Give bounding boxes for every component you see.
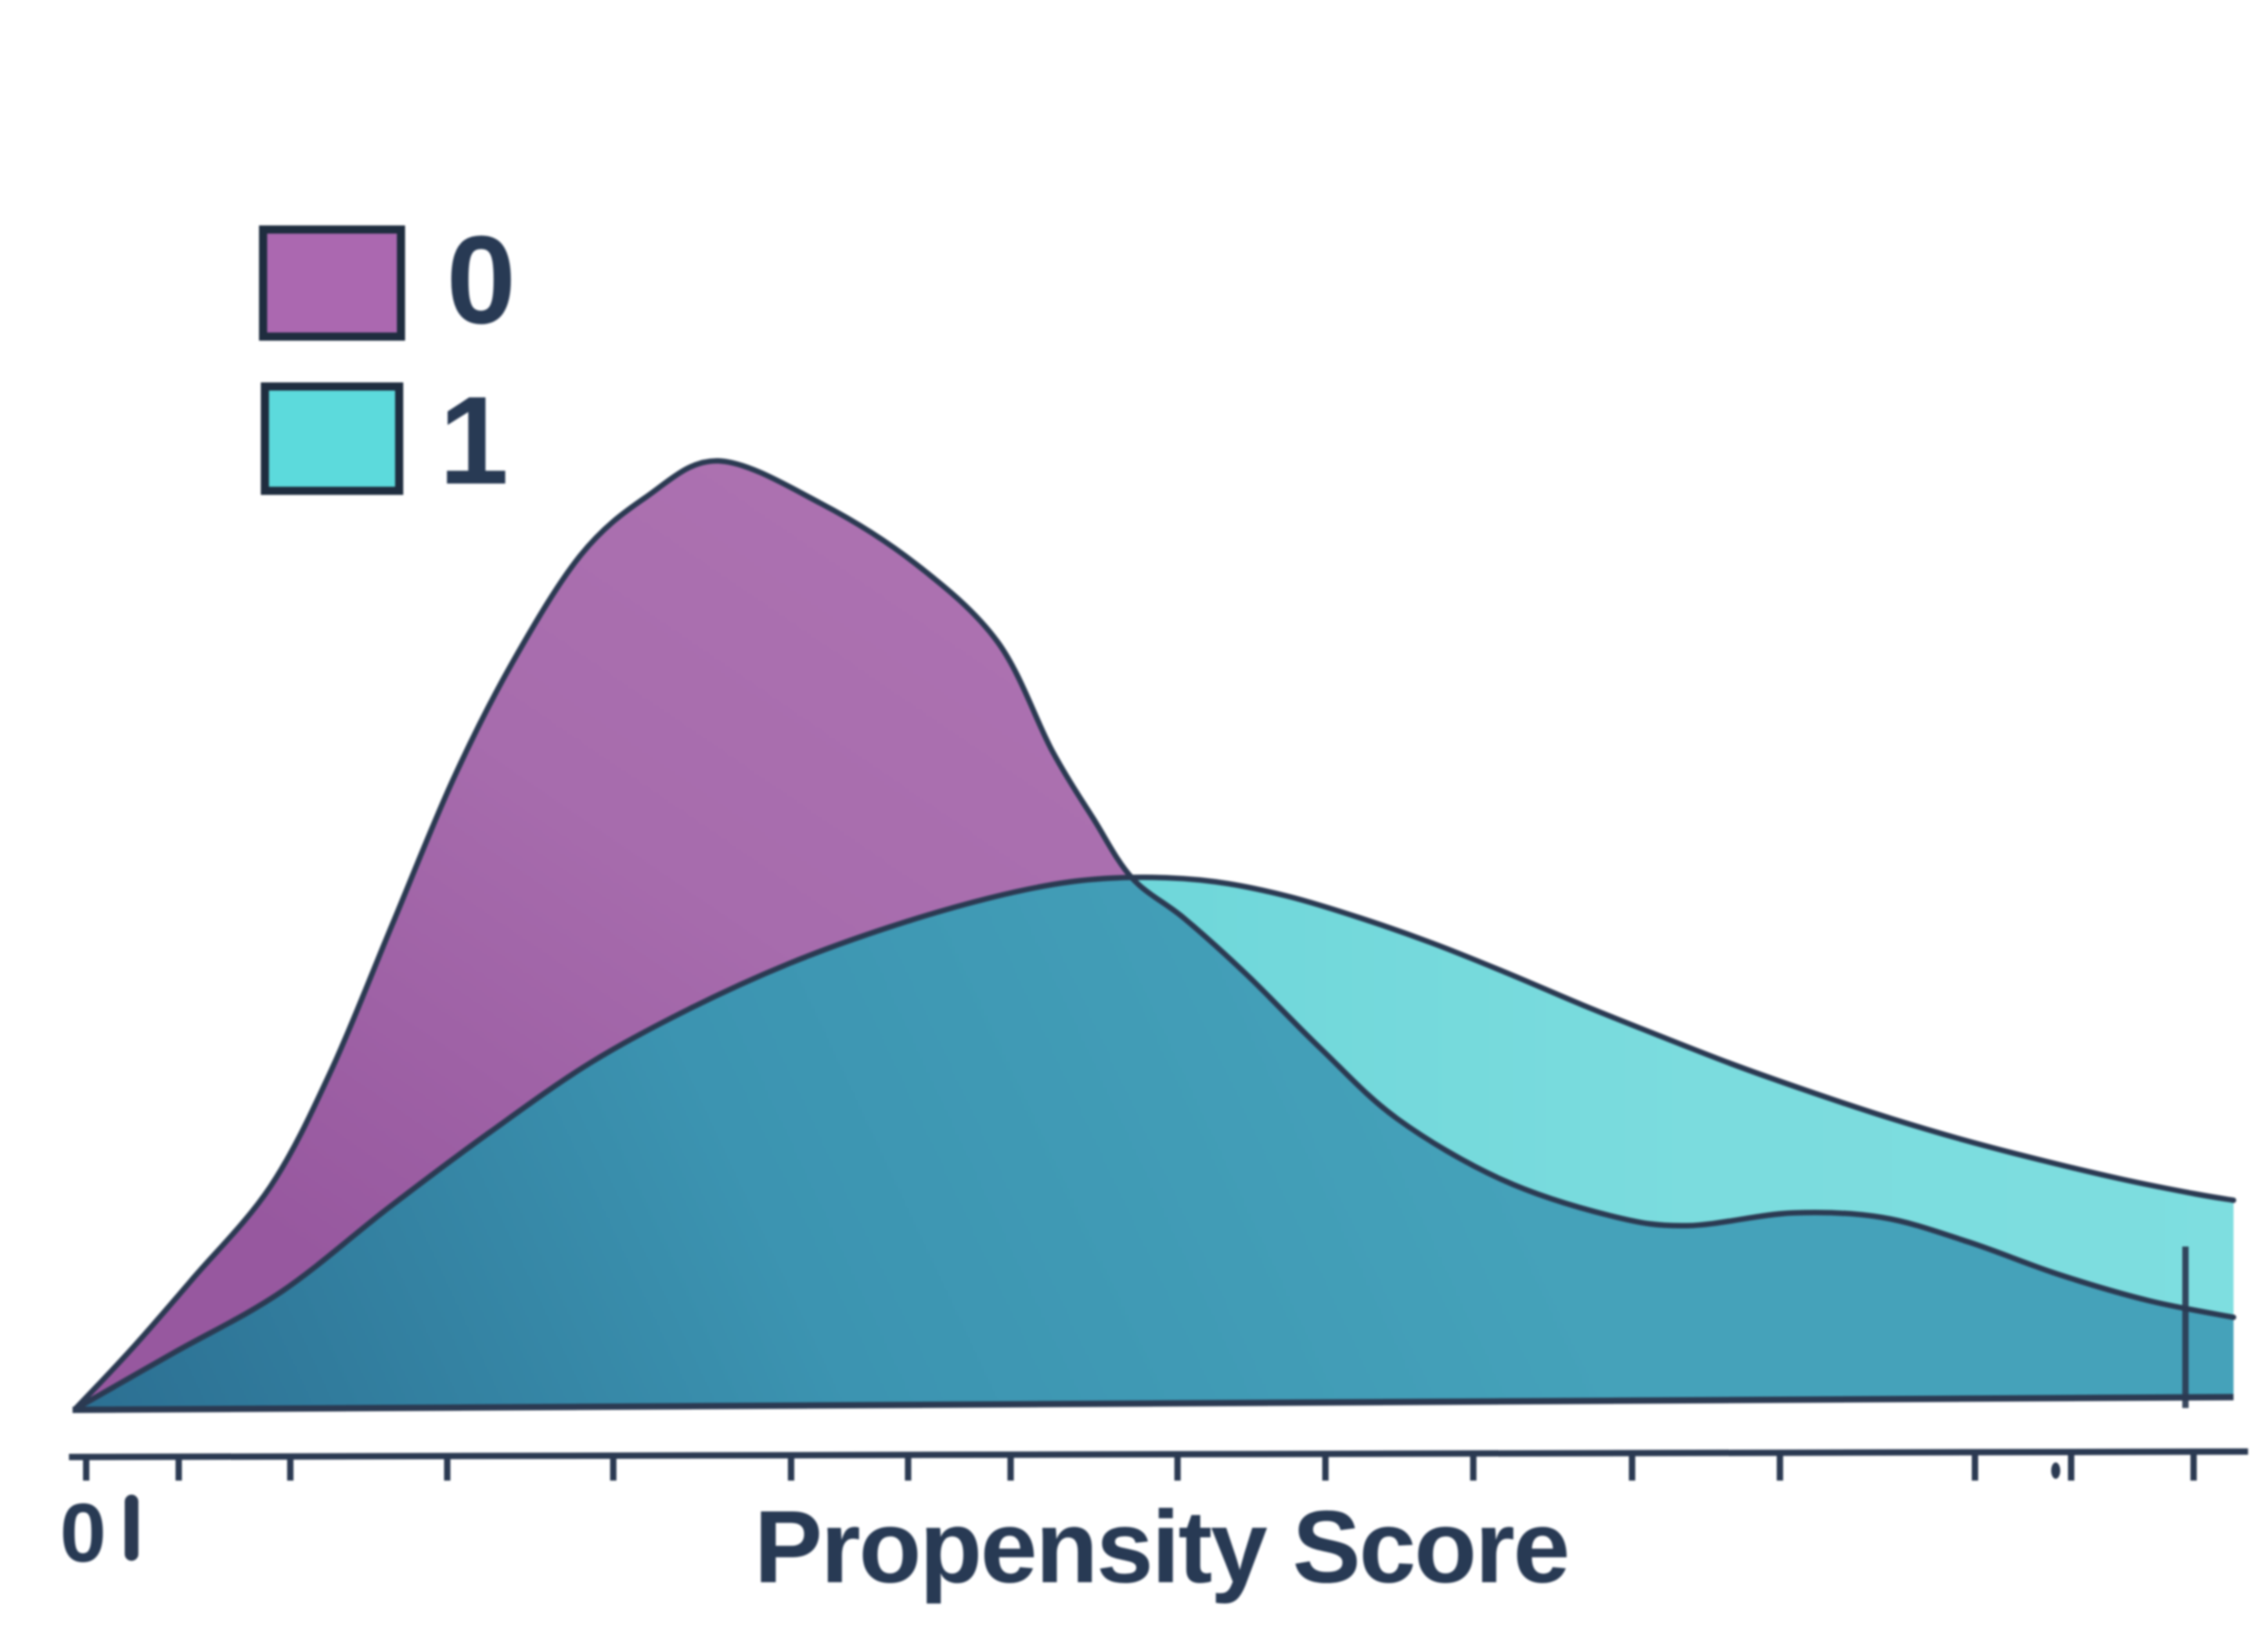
svg-text:1: 1 (439, 371, 509, 511)
svg-text:0: 0 (446, 210, 516, 350)
svg-text:Propensity Score: Propensity Score (754, 1490, 1568, 1604)
svg-text:0: 0 (60, 1487, 106, 1579)
